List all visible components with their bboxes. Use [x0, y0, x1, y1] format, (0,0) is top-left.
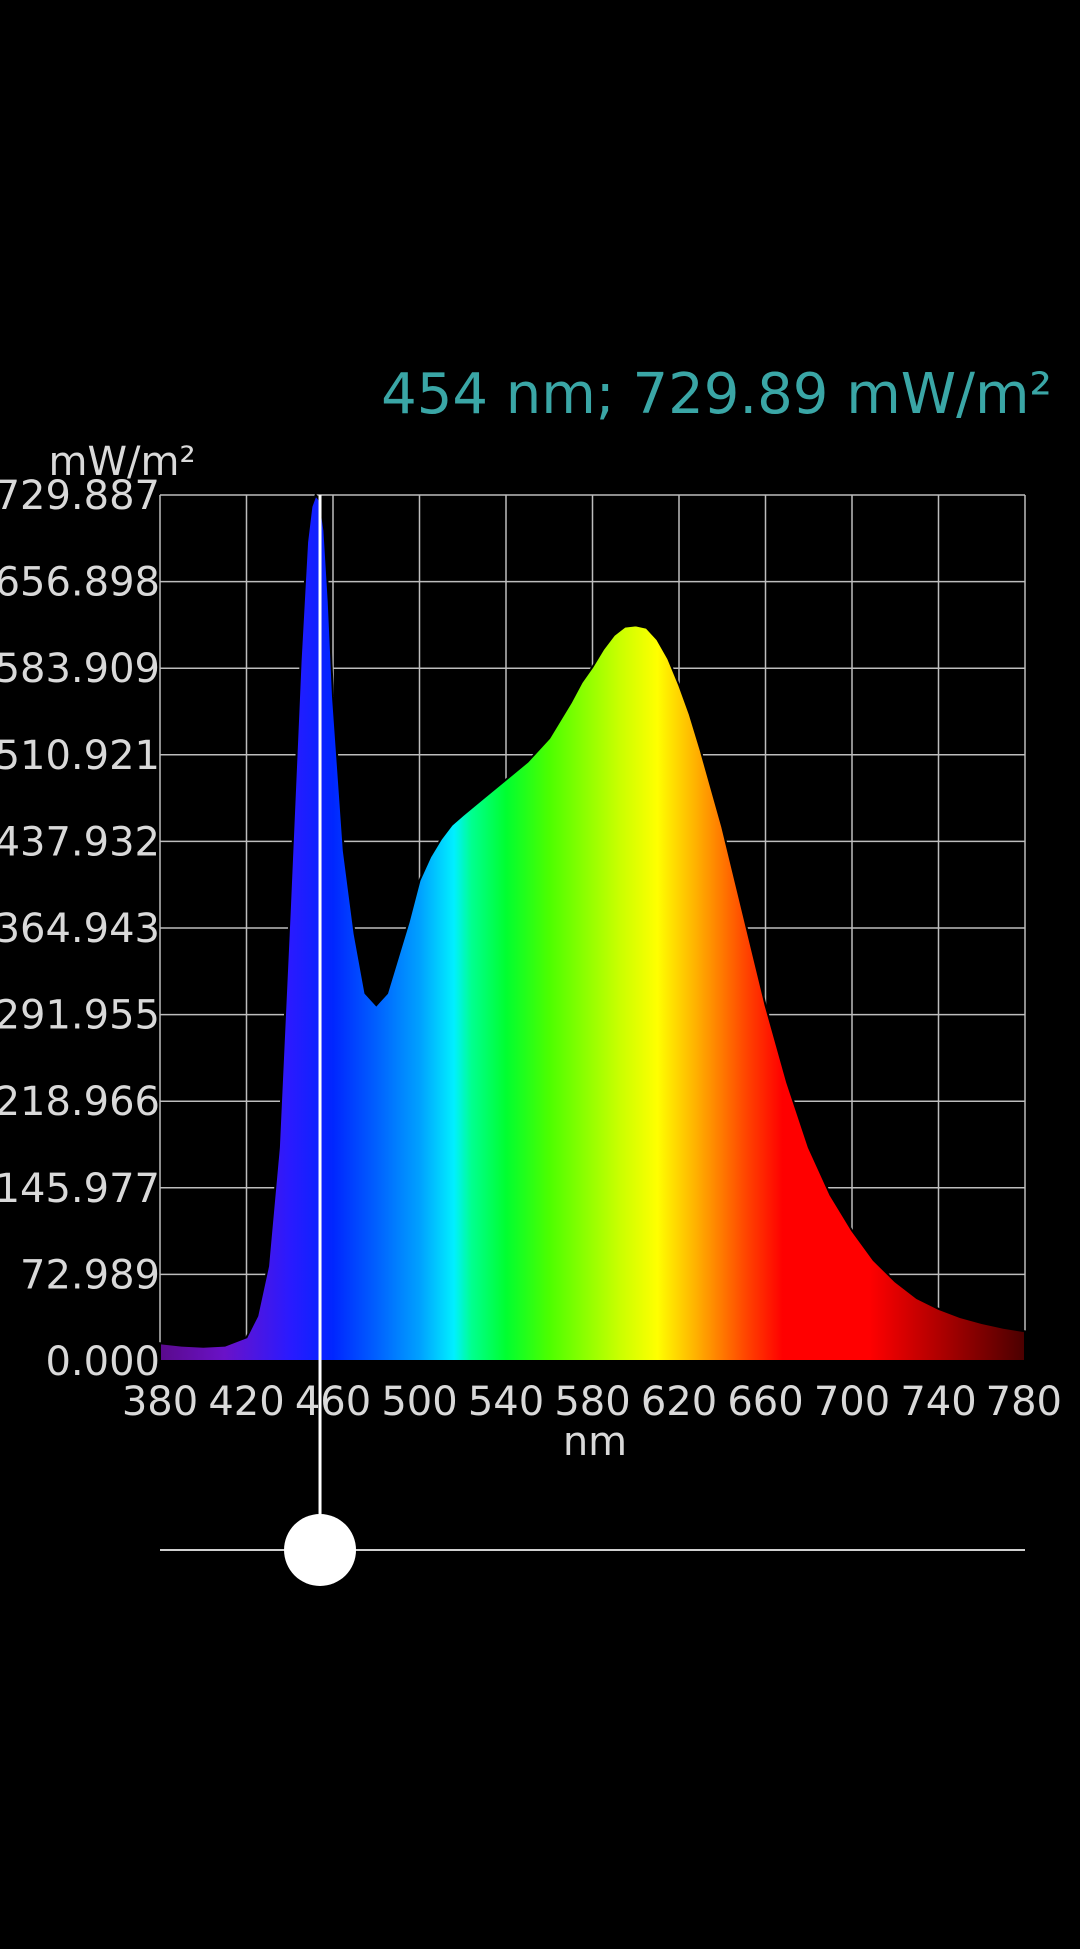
x-tick-label: 780: [986, 1379, 1062, 1425]
x-tick-label: 380: [122, 1379, 198, 1425]
y-axis-ticks: 0.000 72.989 145.977 218.966 291.955 364.943 4…: [0, 473, 160, 1385]
y-tick-label: 0.000: [45, 1339, 160, 1385]
x-axis-label: nm: [563, 1419, 627, 1465]
wavelength-slider[interactable]: [160, 495, 1025, 1586]
x-tick-label: 420: [208, 1379, 284, 1425]
x-tick-label: 620: [641, 1379, 717, 1425]
y-tick-label: 218.966: [0, 1079, 160, 1125]
y-tick-label: 583.909: [0, 646, 160, 692]
selection-readout: 454 nm; 729.89 mW/m²: [381, 362, 1052, 427]
x-tick-label: 540: [468, 1379, 544, 1425]
y-tick-label: 729.887: [0, 473, 160, 519]
slider-thumb[interactable]: [284, 1514, 357, 1586]
y-tick-label: 656.898: [0, 560, 160, 606]
spectrum-series: [159, 492, 1026, 1362]
y-tick-label: 72.989: [20, 1252, 160, 1298]
spectrum-area: [159, 492, 1026, 1362]
x-tick-label: 500: [381, 1379, 457, 1425]
x-tick-label: 460: [295, 1379, 371, 1425]
y-tick-label: 364.943: [0, 906, 160, 952]
x-axis-ticks: 380 420 460 500 540 580 620 660 700 740 780: [122, 1379, 1062, 1425]
x-tick-label: 700: [814, 1379, 890, 1425]
y-tick-label: 145.977: [0, 1166, 160, 1212]
x-tick-label: 740: [900, 1379, 976, 1425]
y-tick-label: 510.921: [0, 733, 160, 779]
x-tick-label: 660: [727, 1379, 803, 1425]
x-tick-label: 580: [554, 1379, 630, 1425]
y-tick-label: 291.955: [0, 993, 160, 1039]
y-tick-label: 437.932: [0, 819, 160, 865]
y-axis-label: mW/m²: [49, 439, 196, 485]
